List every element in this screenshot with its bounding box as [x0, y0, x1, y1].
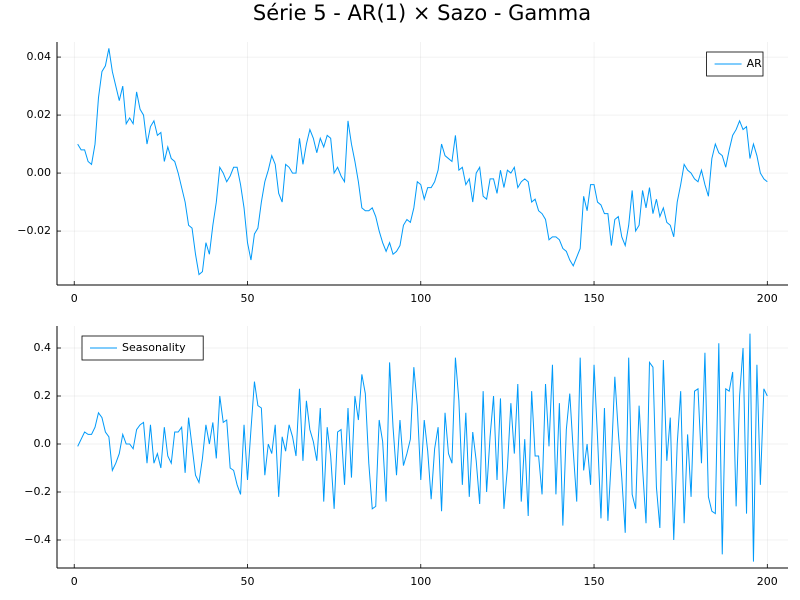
- x-tick-label: 200: [757, 575, 778, 588]
- y-tick-label: 0.2: [34, 389, 52, 402]
- x-tick-label: 50: [240, 292, 254, 305]
- y-tick-label: −0.02: [17, 224, 51, 237]
- series-line: [77, 48, 768, 276]
- x-tick-label: 150: [584, 292, 605, 305]
- y-tick-label: 0.00: [27, 166, 52, 179]
- legend-label: Seasonality: [122, 341, 186, 354]
- x-tick-label: 100: [410, 575, 431, 588]
- x-tick-label: 0: [71, 575, 78, 588]
- y-tick-label: −0.2: [24, 485, 51, 498]
- series-line: [77, 333, 768, 562]
- legend-label: AR: [747, 57, 763, 70]
- y-tick-label: 0.02: [27, 108, 52, 121]
- x-tick-label: 0: [71, 292, 78, 305]
- x-tick-label: 200: [757, 292, 778, 305]
- x-tick-label: 100: [410, 292, 431, 305]
- x-tick-label: 150: [584, 575, 605, 588]
- y-tick-label: 0.0: [34, 437, 52, 450]
- y-tick-label: 0.4: [34, 341, 52, 354]
- x-tick-label: 50: [240, 575, 254, 588]
- y-tick-label: 0.04: [27, 50, 52, 63]
- figure-title: Série 5 - AR(1) × Sazo - Gamma: [253, 1, 591, 25]
- y-tick-label: −0.4: [24, 533, 51, 546]
